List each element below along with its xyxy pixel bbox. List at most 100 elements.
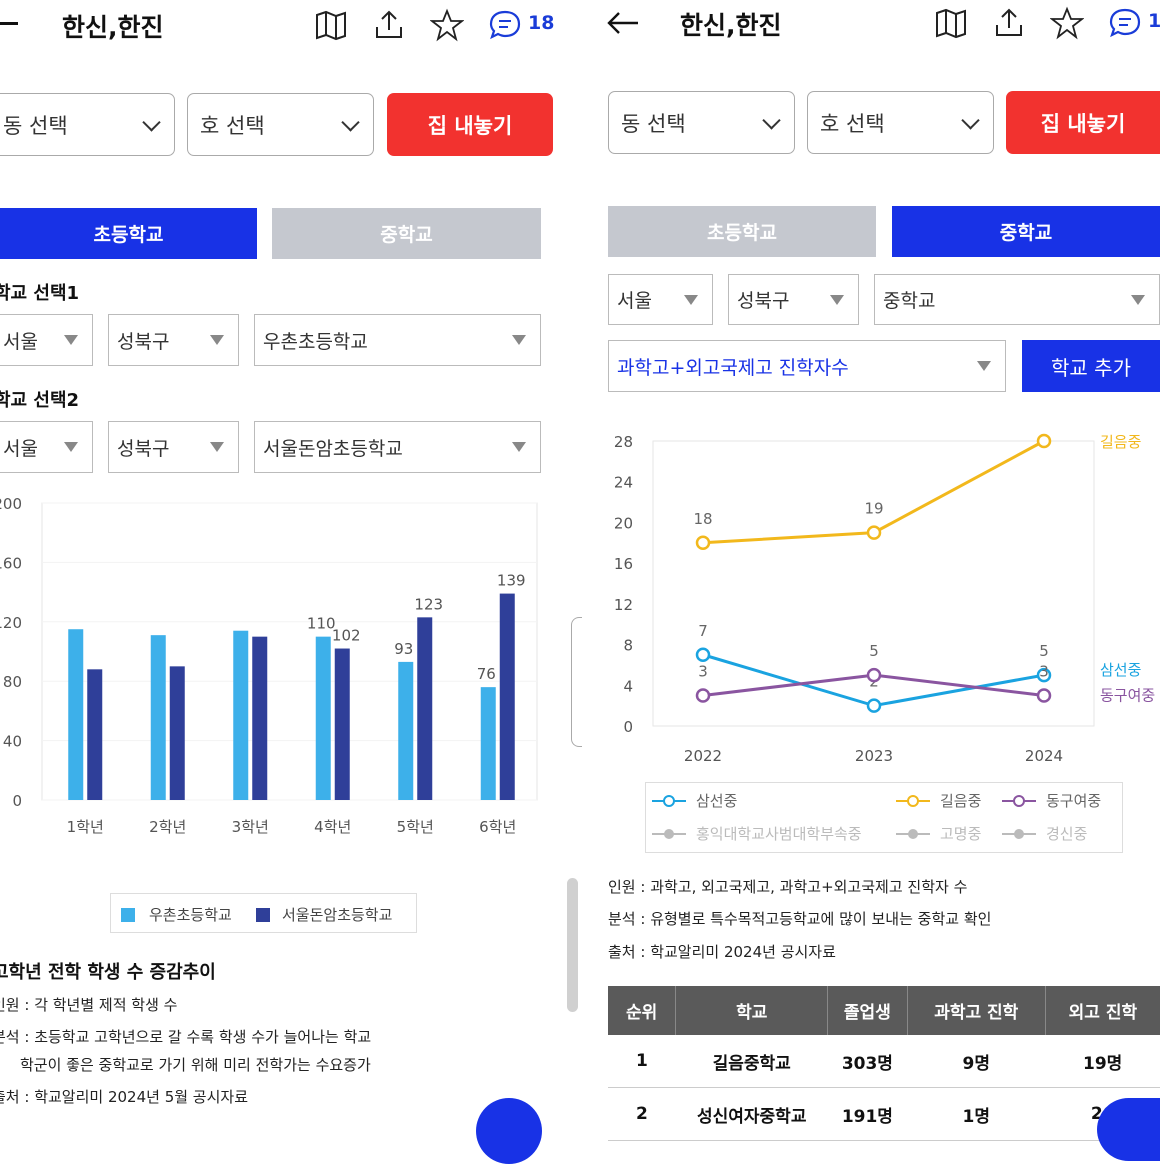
- legend-swatch: [121, 907, 135, 922]
- y-tick-label: 0: [12, 792, 22, 810]
- data-label: 3: [698, 662, 708, 680]
- legend-label: 고명중: [940, 825, 982, 843]
- y-tick-label: 200: [0, 495, 22, 513]
- back-arrow-icon[interactable]: [0, 22, 18, 25]
- school-select-2-label: 학교 선택2: [0, 390, 80, 411]
- cell-rank: 2: [608, 1087, 676, 1141]
- triangle-down-icon: [210, 335, 224, 345]
- col-foreign: 외고 진학: [1045, 986, 1160, 1035]
- dong-select-label: 동 선택: [3, 113, 68, 138]
- map-icon[interactable]: [314, 8, 348, 42]
- bar: [334, 648, 350, 800]
- data-label: 123: [414, 595, 443, 613]
- legend-item-samseon: 삼선중: [652, 790, 737, 811]
- tab-elementary[interactable]: 초등학교: [608, 206, 876, 257]
- legend-label: 서울돈암초등학교: [282, 906, 393, 924]
- table-header-row: 순위 학교 졸업생 과학고 진학 외고 진학: [608, 986, 1160, 1035]
- col-rank: 순위: [608, 986, 677, 1035]
- triangle-down-icon: [210, 442, 224, 452]
- floating-button[interactable]: [1097, 1098, 1160, 1161]
- bar: [398, 661, 414, 800]
- district-dropdown-value: 성북구: [737, 290, 790, 312]
- scrollbar[interactable]: [567, 878, 578, 1012]
- share-icon[interactable]: [992, 6, 1026, 40]
- district-dropdown-1[interactable]: 성북구: [108, 314, 239, 366]
- data-label: 18: [693, 510, 712, 528]
- tab-middle[interactable]: 중학교: [272, 208, 541, 259]
- col-science: 과학고 진학: [907, 986, 1046, 1035]
- district-dropdown-2[interactable]: 성북구: [108, 421, 239, 473]
- legend-label: 홍익대학교사범대학부속중: [696, 825, 862, 843]
- dong-select[interactable]: 동 선택: [608, 91, 795, 154]
- school-dropdown-2[interactable]: 서울돈암초등학교: [254, 421, 541, 473]
- list-house-button[interactable]: 집 내놓기: [1006, 91, 1160, 154]
- x-tick-label: 2023: [855, 747, 893, 765]
- school-dropdown-1[interactable]: 우촌초등학교: [254, 314, 541, 366]
- legend-line-marker: [1002, 794, 1036, 807]
- legend-line-marker: [1002, 828, 1036, 839]
- metric-dropdown[interactable]: 과학고+외고국제고 진학자수: [608, 340, 1006, 392]
- legend-item-series-2: 서울돈암초등학교: [256, 904, 392, 925]
- ho-select[interactable]: 호 선택: [187, 93, 374, 156]
- triangle-down-icon: [512, 335, 526, 345]
- chevron-down-icon: [762, 110, 781, 130]
- dong-select[interactable]: 동 선택: [0, 93, 175, 156]
- note-line-1: 인원 : 과학고, 외고국제고, 과학고+외고국제고 진학자 수: [608, 878, 968, 896]
- y-tick-label: 80: [3, 673, 22, 691]
- ho-select-label: 호 선택: [820, 111, 885, 136]
- add-school-button[interactable]: 학교 추가: [1022, 340, 1160, 392]
- tab-middle[interactable]: 중학교: [892, 206, 1160, 257]
- cell-science: 1명: [907, 1087, 1046, 1141]
- comment-icon[interactable]: [1108, 6, 1142, 40]
- triangle-down-icon: [64, 335, 78, 345]
- plot-frame: [41, 502, 538, 801]
- district-dropdown[interactable]: 성북구: [728, 274, 859, 325]
- note-line-2: 분석 : 초등학교 고학년으로 갈 수록 학생 수가 늘어나는 학교: [0, 1028, 372, 1046]
- note-line-1: 인원 : 각 학년별 제적 학생 수: [0, 996, 178, 1014]
- list-house-button[interactable]: 집 내놓기: [387, 93, 553, 156]
- x-tick-label: 1학년: [67, 818, 104, 836]
- back-arrow-icon[interactable]: [606, 10, 640, 36]
- tab-elementary[interactable]: 초등학교: [0, 208, 257, 259]
- cell-science: 9명: [907, 1035, 1046, 1088]
- legend-line-marker: [896, 794, 930, 807]
- school-level-dropdown[interactable]: 중학교: [874, 274, 1160, 325]
- city-dropdown-1[interactable]: 서울: [0, 314, 93, 366]
- series-end-label: 삼선중: [1100, 661, 1141, 679]
- page-title: 한신,한진: [680, 11, 782, 40]
- city-dropdown-2[interactable]: 서울: [0, 421, 93, 473]
- comment-count: 1: [1148, 10, 1160, 32]
- city-dropdown[interactable]: 서울: [608, 274, 713, 325]
- data-point: [1036, 688, 1052, 703]
- legend-line-marker: [896, 828, 930, 839]
- note-line-3: 출처 : 학교알리미 2024년 공시자료: [608, 943, 836, 961]
- comment-icon[interactable]: [488, 8, 522, 42]
- legend-item-donggu: 동구여중: [1002, 790, 1101, 811]
- table-row[interactable]: 1 길음중학교 303명 9명 19명: [608, 1035, 1160, 1088]
- triangle-down-icon: [512, 442, 526, 452]
- table-row[interactable]: 2 성신여자중학교 191명 1명 26: [608, 1087, 1160, 1141]
- bar: [68, 629, 84, 800]
- star-icon[interactable]: [430, 8, 464, 42]
- data-point: [866, 667, 882, 683]
- city-dropdown-2-value: 서울: [3, 437, 38, 460]
- triangle-down-icon: [64, 442, 78, 452]
- col-graduates: 졸업생: [827, 986, 908, 1035]
- data-point: [695, 688, 711, 703]
- data-label: 3: [1039, 662, 1049, 680]
- data-label: 7: [698, 622, 708, 640]
- map-icon[interactable]: [934, 6, 968, 40]
- x-tick-label: 2024: [1025, 747, 1063, 765]
- school-dropdown-1-value: 우촌초등학교: [263, 330, 368, 353]
- data-point: [695, 647, 711, 662]
- share-icon[interactable]: [372, 8, 406, 42]
- x-tick-label: 3학년: [232, 818, 269, 836]
- metric-dropdown-value: 과학고+외고국제고 진학자수: [617, 356, 849, 379]
- star-icon[interactable]: [1050, 6, 1084, 40]
- ho-select[interactable]: 호 선택: [807, 91, 994, 154]
- cell-graduates: 191명: [827, 1087, 908, 1141]
- data-label: 139: [497, 572, 526, 590]
- legend-label: 경신중: [1046, 825, 1088, 843]
- floating-button[interactable]: [476, 1098, 542, 1164]
